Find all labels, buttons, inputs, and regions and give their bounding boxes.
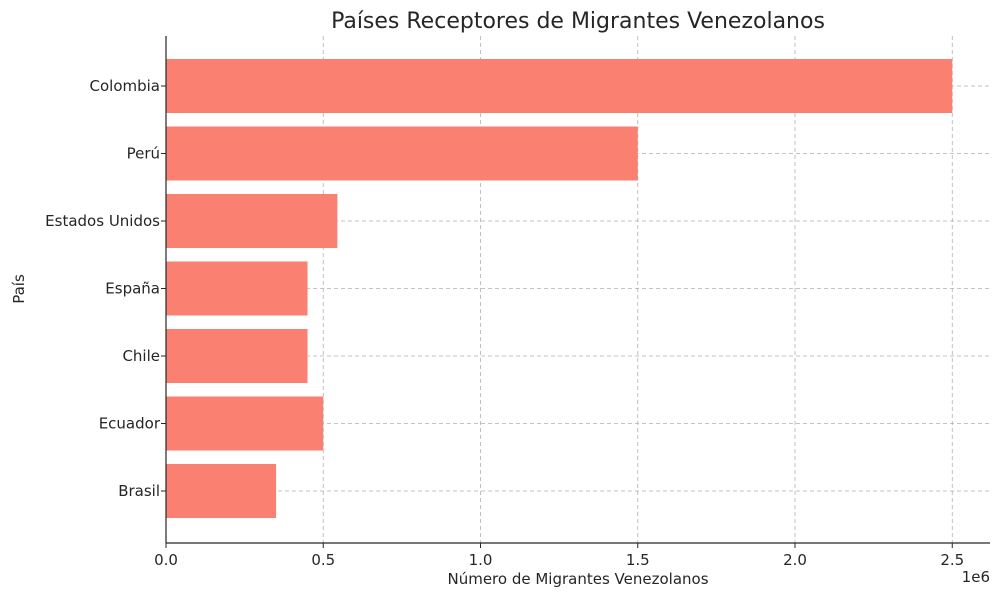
y-tick-label: Chile [122,347,160,365]
x-tick-label: 0.5 [311,551,335,569]
bar-brasil [166,464,277,518]
bars-layer [166,59,953,518]
ticks-layer: 0.0 0.5 1.0 1.5 2.0 2.5 Colombia Perú Estados Un… [45,77,964,569]
y-tick-label: España [105,280,160,298]
y-tick-label: Ecuador [99,415,161,433]
y-axis-label: País [10,274,28,304]
y-tick-label: Brasil [118,482,160,500]
y-tick-label: Estados Unidos [45,212,160,230]
bar-estados-unidos [166,194,338,248]
x-tick-label: 1.0 [469,551,493,569]
bar-chile [166,329,308,383]
y-tick-label: Perú [127,145,160,163]
x-tick-label: 2.0 [783,551,807,569]
x-tick-label: 2.5 [940,551,964,569]
bar-españa [166,261,308,316]
x-tick-label: 1.5 [626,551,650,569]
x-axis-offset-label: 1e6 [962,568,990,586]
axes-layer [165,36,990,544]
bar-perú [166,126,638,181]
x-axis-label: Número de Migrantes Venezolanos [447,570,708,588]
y-tick-label: Colombia [90,77,161,95]
x-tick-label: 0.0 [154,551,178,569]
bar-ecuador [166,396,324,451]
chart-title: Países Receptores de Migrantes Venezolan… [331,9,825,34]
bar-colombia [166,59,953,113]
